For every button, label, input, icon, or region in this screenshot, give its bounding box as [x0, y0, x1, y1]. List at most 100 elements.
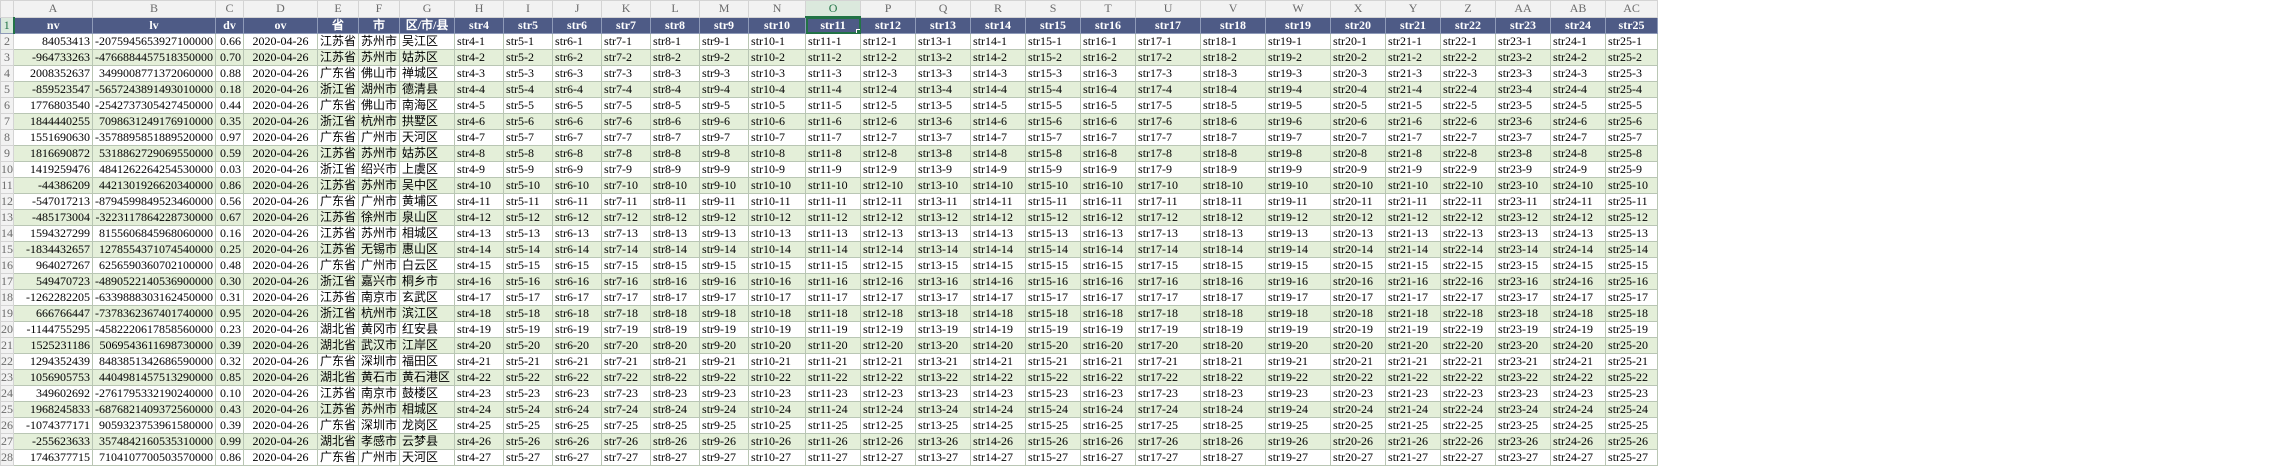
header-cell-w[interactable]: str19 — [1265, 16, 1332, 34]
cell[interactable]: str12-20 — [860, 337, 917, 354]
cell[interactable]: 1594327299 — [13, 225, 93, 242]
cell[interactable]: -7378362367401740000 — [92, 305, 216, 322]
cell[interactable]: str4-2 — [454, 49, 505, 66]
cell[interactable]: -44386209 — [13, 177, 93, 194]
column-header-d[interactable]: D — [243, 0, 318, 18]
column-header-ac[interactable]: AC — [1605, 0, 1659, 18]
cell[interactable]: 江苏省 — [316, 145, 360, 162]
cell[interactable]: str4-11 — [454, 193, 505, 210]
cell[interactable]: str22-3 — [1440, 65, 1497, 82]
cell[interactable]: str6-25 — [552, 417, 603, 434]
cell[interactable]: str22-1 — [1440, 33, 1497, 50]
row-number[interactable]: 5 — [0, 81, 14, 98]
cell[interactable]: str7-23 — [601, 385, 652, 402]
cell[interactable]: str18-16 — [1200, 273, 1267, 290]
cell[interactable]: str19-12 — [1265, 209, 1332, 226]
cell[interactable]: str22-16 — [1440, 273, 1497, 290]
cell[interactable]: str14-9 — [970, 161, 1027, 178]
cell[interactable]: str13-27 — [915, 449, 972, 466]
cell[interactable]: -8794599849523460000 — [92, 193, 216, 210]
cell[interactable]: str10-24 — [748, 401, 807, 418]
column-header-aa[interactable]: AA — [1495, 0, 1552, 18]
cell[interactable]: str22-24 — [1440, 401, 1497, 418]
cell[interactable]: str25-27 — [1605, 449, 1659, 466]
header-cell-o[interactable]: str11 — [805, 16, 862, 34]
cell[interactable]: str24-10 — [1550, 177, 1607, 194]
cell[interactable]: str22-12 — [1440, 209, 1497, 226]
cell[interactable]: 拱墅区 — [399, 113, 456, 130]
cell[interactable]: str16-10 — [1080, 177, 1137, 194]
cell[interactable]: str15-26 — [1025, 433, 1082, 450]
cell[interactable]: str18-1 — [1200, 33, 1267, 50]
cell[interactable]: str6-6 — [552, 113, 603, 130]
cell[interactable]: str17-6 — [1135, 113, 1202, 130]
cell[interactable]: str23-20 — [1495, 337, 1552, 354]
cell[interactable]: 2020-04-26 — [243, 257, 318, 274]
cell[interactable]: str14-7 — [970, 129, 1027, 146]
cell[interactable]: 湖北省 — [316, 369, 360, 386]
cell[interactable]: 0.25 — [215, 241, 244, 258]
cell[interactable]: str10-6 — [748, 113, 807, 130]
cell[interactable]: str9-2 — [699, 49, 750, 66]
column-header-r[interactable]: R — [970, 0, 1027, 18]
cell[interactable]: str19-23 — [1265, 385, 1332, 402]
cell[interactable]: str20-22 — [1330, 369, 1387, 386]
cell[interactable]: 徐州市 — [358, 209, 401, 226]
cell[interactable]: 泉山区 — [399, 209, 456, 226]
cell[interactable]: str6-19 — [552, 321, 603, 338]
cell[interactable]: str17-23 — [1135, 385, 1202, 402]
cell[interactable]: str16-22 — [1080, 369, 1137, 386]
cell[interactable]: 天河区 — [399, 449, 456, 466]
cell[interactable]: str17-1 — [1135, 33, 1202, 50]
cell[interactable]: 江苏省 — [316, 385, 360, 402]
cell[interactable]: str5-7 — [503, 129, 554, 146]
cell[interactable]: -2075945653927100000 — [92, 33, 216, 50]
cell[interactable]: str4-4 — [454, 81, 505, 98]
cell[interactable]: str19-27 — [1265, 449, 1332, 466]
cell[interactable]: str21-5 — [1385, 97, 1442, 114]
cell[interactable]: str20-10 — [1330, 177, 1387, 194]
cell[interactable]: str12-9 — [860, 161, 917, 178]
cell[interactable]: str13-20 — [915, 337, 972, 354]
cell[interactable]: str15-17 — [1025, 289, 1082, 306]
cell[interactable]: str24-3 — [1550, 65, 1607, 82]
cell[interactable]: str14-2 — [970, 49, 1027, 66]
cell[interactable]: 0.59 — [215, 145, 244, 162]
cell[interactable]: str25-13 — [1605, 225, 1659, 242]
cell[interactable]: str7-26 — [601, 433, 652, 450]
cell[interactable]: str5-8 — [503, 145, 554, 162]
cell[interactable]: str12-22 — [860, 369, 917, 386]
cell[interactable]: str9-11 — [699, 193, 750, 210]
cell[interactable]: str21-2 — [1385, 49, 1442, 66]
cell[interactable]: str23-7 — [1495, 129, 1552, 146]
cell[interactable]: 3499008771372060000 — [92, 65, 216, 82]
cell[interactable]: str15-7 — [1025, 129, 1082, 146]
column-header-j[interactable]: J — [552, 0, 603, 18]
row-number[interactable]: 7 — [0, 113, 14, 130]
cell[interactable]: str10-1 — [748, 33, 807, 50]
cell[interactable]: str11-25 — [805, 417, 862, 434]
cell[interactable]: -4890522140536900000 — [92, 273, 216, 290]
cell[interactable]: str10-5 — [748, 97, 807, 114]
cell[interactable]: str4-13 — [454, 225, 505, 242]
cell[interactable]: 江岸区 — [399, 337, 456, 354]
cell[interactable]: 姑苏区 — [399, 145, 456, 162]
cell[interactable]: str5-24 — [503, 401, 554, 418]
cell[interactable]: 杭州市 — [358, 113, 401, 130]
cell[interactable]: str21-27 — [1385, 449, 1442, 466]
cell[interactable]: 广州市 — [358, 449, 401, 466]
cell[interactable]: str20-16 — [1330, 273, 1387, 290]
cell[interactable]: str18-6 — [1200, 113, 1267, 130]
cell[interactable]: str10-12 — [748, 209, 807, 226]
cell[interactable]: str25-4 — [1605, 81, 1659, 98]
cell[interactable]: str17-24 — [1135, 401, 1202, 418]
row-number[interactable]: 15 — [0, 241, 14, 258]
cell[interactable]: str9-24 — [699, 401, 750, 418]
cell[interactable]: str9-5 — [699, 97, 750, 114]
cell[interactable]: str7-11 — [601, 193, 652, 210]
cell[interactable]: str20-24 — [1330, 401, 1387, 418]
cell[interactable]: 1551690630 — [13, 129, 93, 146]
cell[interactable]: 南京市 — [358, 289, 401, 306]
cell[interactable]: str22-8 — [1440, 145, 1497, 162]
cell[interactable]: str15-21 — [1025, 353, 1082, 370]
